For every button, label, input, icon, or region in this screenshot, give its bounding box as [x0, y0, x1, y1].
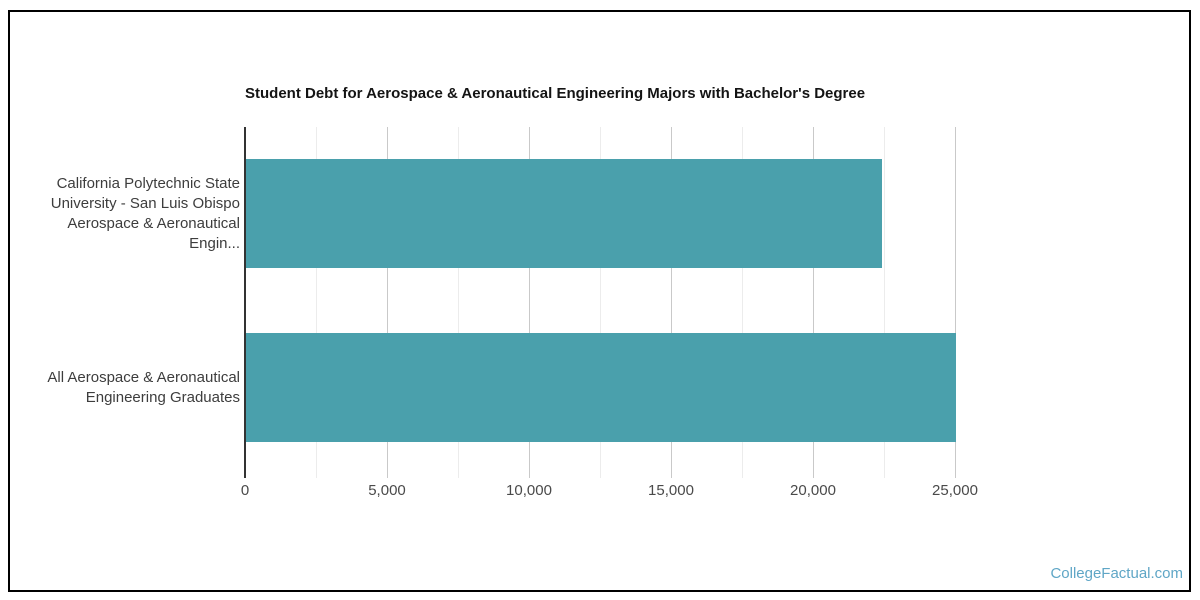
- plot-area: 0 5,000 10,000 15,000 20,000 25,000: [241, 127, 978, 499]
- y-category-label-0: California Polytechnic State University …: [50, 174, 240, 252]
- x-tick-label-4: 20,000: [790, 482, 836, 499]
- gridline-minor: [600, 127, 601, 478]
- x-tick-label-2: 10,000: [506, 482, 552, 499]
- x-tick-label-3: 15,000: [648, 482, 694, 499]
- gridline-minor: [884, 127, 885, 478]
- watermark-link[interactable]: CollegeFactual.com: [1050, 565, 1183, 582]
- gridline-minor: [316, 127, 317, 478]
- gridline-minor: [458, 127, 459, 478]
- gridline-major: [813, 127, 814, 478]
- y-axis-line: [244, 127, 246, 478]
- gridline-minor: [742, 127, 743, 478]
- bar-0: [246, 159, 883, 268]
- chart-title: Student Debt for Aerospace & Aeronautica…: [245, 85, 866, 102]
- gridline-major: [529, 127, 530, 478]
- gridline-major: [387, 127, 388, 478]
- gridline-major: [671, 127, 672, 478]
- x-tick-label-0: 0: [240, 482, 250, 499]
- gridline-major: [955, 127, 956, 478]
- chart-frame: [8, 10, 1191, 592]
- x-tick-label-1: 5,000: [368, 482, 406, 499]
- bar-1: [246, 333, 956, 442]
- y-category-label-1: All Aerospace & Aeronautical Engineering…: [47, 368, 240, 406]
- x-tick-label-5: 25,000: [932, 482, 978, 499]
